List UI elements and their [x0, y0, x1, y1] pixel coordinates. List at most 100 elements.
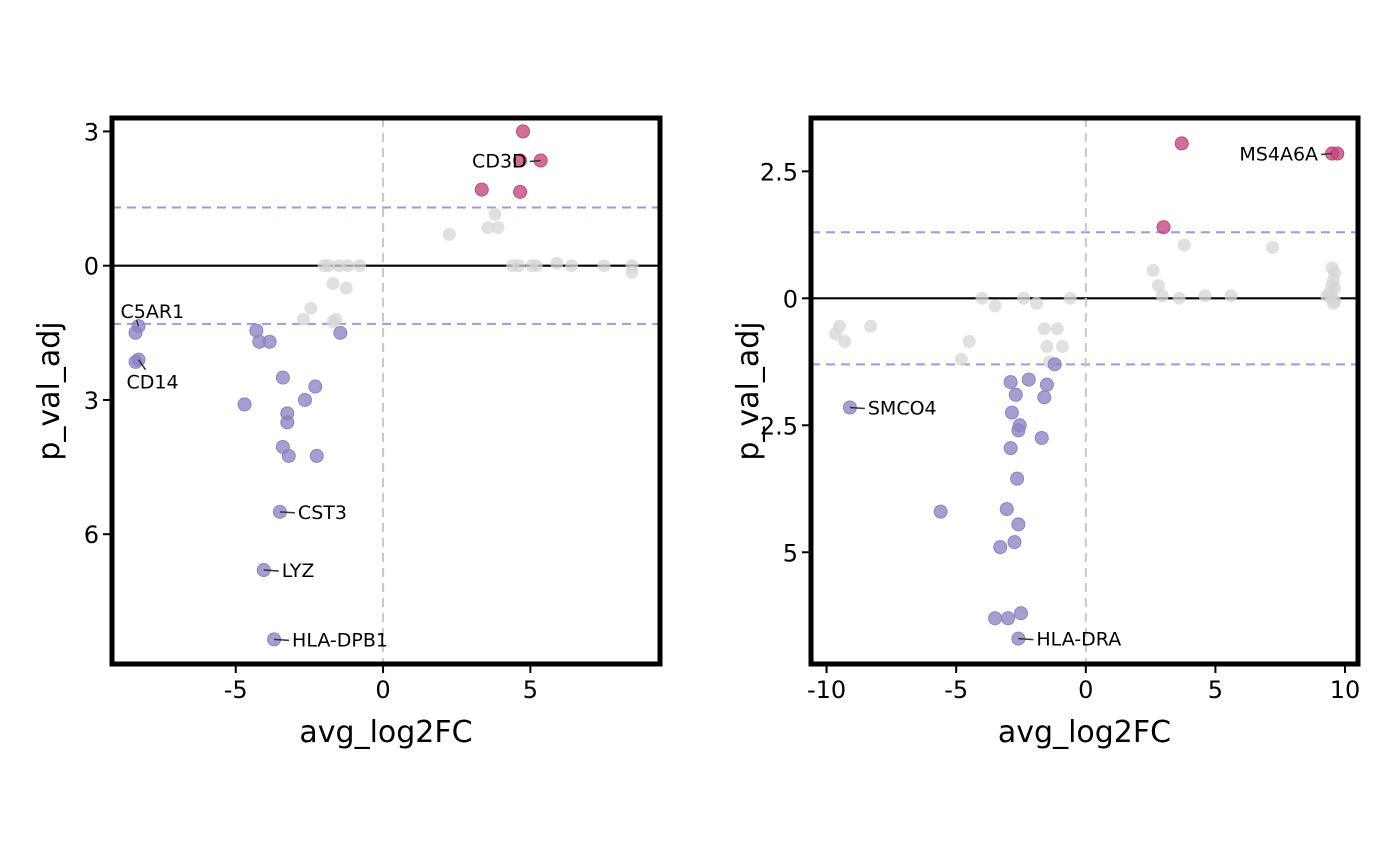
data-point-ns	[1146, 263, 1160, 277]
data-point-down	[933, 504, 948, 519]
label-leader-line	[137, 359, 147, 371]
data-point-up	[516, 124, 530, 139]
panel-border	[808, 115, 1361, 667]
data-point-ns	[975, 291, 989, 305]
data-point-up	[513, 153, 528, 168]
data-point-down	[1039, 377, 1054, 392]
data-point-ns	[442, 227, 456, 241]
data-point-down	[1013, 606, 1028, 621]
data-point-down	[1034, 430, 1049, 445]
label-leader-line	[135, 319, 140, 327]
data-point-up	[1174, 136, 1189, 151]
data-point-up	[1330, 146, 1345, 161]
x-tick-label: -5	[944, 676, 968, 704]
data-point-ns	[488, 207, 502, 221]
data-point-ns	[829, 327, 843, 341]
data-point-up	[474, 182, 489, 197]
data-point-down	[1037, 390, 1052, 405]
data-point-ns	[954, 352, 968, 366]
data-point-ns	[529, 259, 543, 273]
data-point-ns	[1155, 289, 1169, 303]
data-point-down	[262, 334, 277, 349]
x-axis-title: avg_log2FC	[299, 715, 472, 750]
gene-label: CST3	[298, 502, 347, 524]
data-point-ns	[1151, 279, 1165, 293]
data-point-down	[1021, 372, 1036, 387]
data-point-down	[128, 354, 143, 369]
data-point-ns	[481, 221, 495, 235]
data-point-ns	[988, 299, 1002, 313]
data-point-ns	[1040, 340, 1054, 354]
gene-label: CD14	[127, 372, 179, 394]
volcano-plot-2: MS4A6A SMCO4 HLA-DRA -10 -5 0 5 10 2.5 0 2.5 5 avg_l…	[731, 115, 1361, 750]
data-point-down	[297, 392, 312, 407]
y-tick-label: 3	[84, 118, 99, 146]
data-point-ns	[1050, 322, 1064, 336]
data-point-ns	[597, 259, 611, 273]
y-tick-label: 5	[783, 539, 798, 567]
data-point-up	[513, 184, 528, 199]
data-point-up	[1156, 220, 1171, 235]
data-point-ns	[1030, 296, 1044, 310]
data-point-down	[1008, 387, 1023, 402]
data-point-ns	[1172, 291, 1186, 305]
data-point-down	[1010, 471, 1025, 486]
x-axis-title: avg_log2FC	[998, 715, 1171, 750]
data-point-down	[1003, 441, 1018, 456]
gene-label: SMCO4	[868, 398, 937, 420]
panel-border	[109, 115, 663, 667]
gene-label: MS4A6A	[1239, 144, 1318, 166]
data-point-down	[275, 370, 290, 385]
y-tick-label: 3	[84, 387, 99, 415]
label-leader-line	[849, 406, 865, 410]
data-point-ns	[565, 259, 579, 273]
data-point-ns	[1055, 340, 1069, 354]
data-point-down	[128, 325, 143, 340]
data-point-ns	[864, 319, 878, 333]
y-tick-label: 0	[84, 253, 99, 281]
data-point-down	[1003, 375, 1018, 390]
data-point-ns	[297, 312, 311, 326]
data-point-down	[1011, 423, 1026, 438]
x-tick-label: 0	[375, 676, 390, 704]
data-point-down	[1004, 405, 1019, 420]
data-point-down	[237, 397, 252, 412]
x-tick-label: 10	[1330, 676, 1361, 704]
label-leader-line	[263, 569, 279, 572]
label-leader-line	[273, 638, 290, 642]
data-point-down	[1011, 517, 1026, 532]
data-point-ns	[352, 259, 366, 273]
gene-label: HLA-DPB1	[292, 629, 388, 651]
gene-label: CD3D	[472, 151, 527, 173]
data-point-ns	[1017, 291, 1031, 305]
data-point-down	[988, 611, 1003, 626]
gene-label: C5AR1	[121, 301, 185, 323]
data-point-ns	[1177, 238, 1191, 252]
label-leader-line	[1018, 637, 1034, 641]
x-tick-label: 5	[1208, 676, 1223, 704]
data-point-down	[308, 379, 323, 394]
data-point-down	[993, 540, 1008, 555]
label-leader-line	[529, 159, 541, 163]
data-point-ns	[491, 221, 505, 235]
data-point-ns	[962, 334, 976, 348]
data-point-ns	[1265, 241, 1279, 255]
data-point-ns	[1037, 322, 1051, 336]
label-leader-line	[279, 511, 295, 514]
x-tick-label: 5	[523, 676, 538, 704]
data-point-ns	[1063, 291, 1077, 305]
data-point-ns	[326, 315, 340, 329]
gene-label: LYZ	[282, 560, 315, 582]
data-point-ns	[550, 256, 564, 270]
y-tick-label: 2.5	[760, 158, 798, 186]
y-tick-label: 6	[84, 521, 99, 549]
gene-label: HLA-DRA	[1036, 629, 1121, 651]
data-point-ns	[1224, 289, 1238, 303]
data-point-ns	[838, 334, 852, 348]
data-point-ns	[304, 301, 318, 315]
data-point-ns	[512, 259, 526, 273]
data-point-ns	[322, 259, 336, 273]
data-point-ns	[341, 259, 355, 273]
data-point-down	[309, 448, 324, 463]
